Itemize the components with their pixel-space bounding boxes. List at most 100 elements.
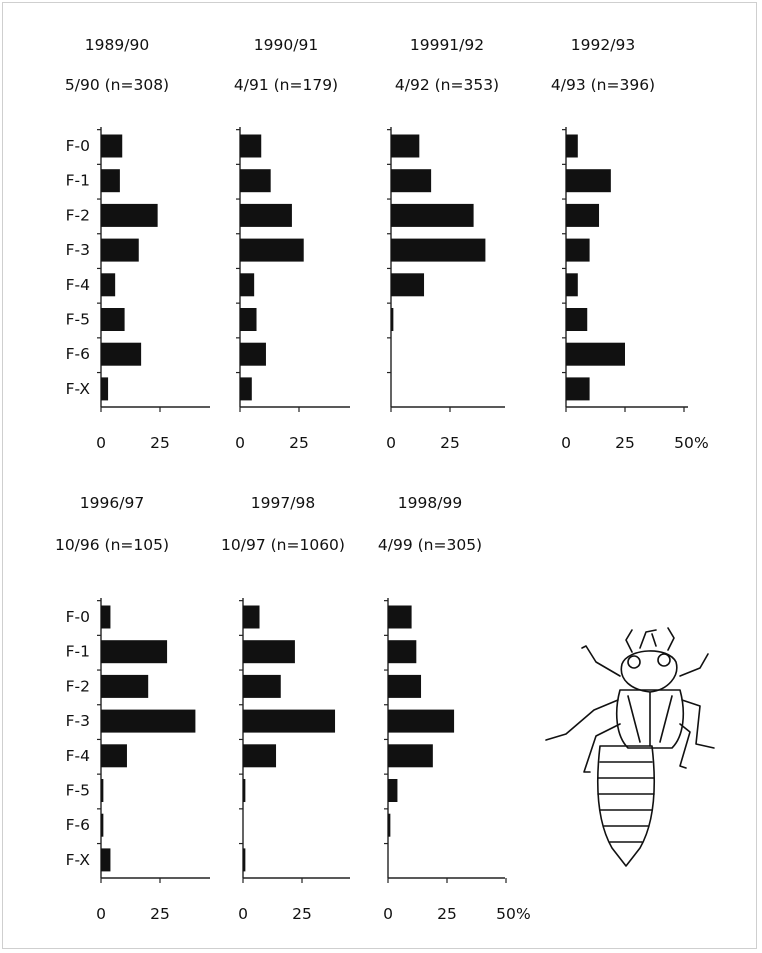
bar xyxy=(388,813,391,837)
panel-subtitle: 5/90 (n=308) xyxy=(65,76,169,94)
x-unit-label: % xyxy=(516,905,531,923)
bar xyxy=(101,848,111,872)
category-label: F-5 xyxy=(66,782,90,800)
bar xyxy=(101,308,125,331)
bar xyxy=(243,848,246,872)
bar xyxy=(566,273,578,297)
bar xyxy=(391,203,474,227)
bar xyxy=(388,744,433,768)
bar xyxy=(566,308,588,331)
category-label: F-3 xyxy=(66,241,90,259)
bar xyxy=(240,308,257,331)
x-tick-label: 0 xyxy=(561,434,571,452)
bar xyxy=(566,203,600,227)
panel-subtitle: 4/92 (n=353) xyxy=(395,76,499,94)
panel-title: 1996/97 xyxy=(80,494,144,512)
bar xyxy=(388,640,417,664)
panel-subtitle: 4/99 (n=305) xyxy=(378,536,482,554)
category-label: F-6 xyxy=(66,345,90,363)
x-tick-label: 25 xyxy=(440,434,460,452)
x-tick-label: 25 xyxy=(292,905,312,923)
panel-subtitle: 4/91 (n=179) xyxy=(234,76,338,94)
panel-title: 1997/98 xyxy=(251,494,315,512)
bar xyxy=(101,779,104,802)
bar xyxy=(101,134,123,158)
x-tick-label: 50 xyxy=(496,905,516,923)
bar xyxy=(391,273,425,297)
panel-title: 1989/90 xyxy=(85,36,149,54)
panel-title: 19991/92 xyxy=(410,36,484,54)
bar xyxy=(101,674,149,698)
category-label: F-X xyxy=(66,380,91,398)
x-unit-label: % xyxy=(694,434,709,452)
category-label: F-2 xyxy=(66,677,90,695)
bar xyxy=(391,169,432,193)
bar xyxy=(391,308,394,331)
category-label: F-3 xyxy=(66,712,90,730)
category-label: F-6 xyxy=(66,816,90,834)
category-label: F-5 xyxy=(66,311,90,329)
bar xyxy=(101,377,109,401)
bar xyxy=(101,709,196,733)
bar xyxy=(101,744,127,768)
bar xyxy=(101,238,139,262)
bar xyxy=(240,134,262,158)
bar xyxy=(566,342,625,366)
x-tick-label: 25 xyxy=(289,434,309,452)
category-label: F-1 xyxy=(66,172,90,190)
category-label: F-4 xyxy=(66,276,90,294)
x-tick-label: 25 xyxy=(615,434,635,452)
bar xyxy=(101,813,104,837)
bar xyxy=(240,377,252,401)
bar xyxy=(243,779,246,802)
bar xyxy=(388,674,422,698)
panel-title: 1998/99 xyxy=(398,494,462,512)
bar xyxy=(391,134,420,158)
x-tick-label: 0 xyxy=(238,905,248,923)
x-tick-label: 25 xyxy=(150,905,170,923)
bar xyxy=(240,342,266,366)
bar xyxy=(101,273,116,297)
bar xyxy=(391,238,486,262)
x-tick-label: 0 xyxy=(96,434,106,452)
bar xyxy=(101,342,142,366)
bar xyxy=(388,709,455,733)
category-label: F-4 xyxy=(66,747,90,765)
bar xyxy=(566,134,578,158)
bar xyxy=(101,203,158,227)
x-tick-label: 0 xyxy=(386,434,396,452)
category-label: F-X xyxy=(66,851,91,869)
dragonfly-larva-icon xyxy=(545,627,715,867)
bar xyxy=(101,640,168,664)
x-tick-label: 25 xyxy=(150,434,170,452)
bar xyxy=(243,709,336,733)
x-tick-label: 0 xyxy=(383,905,393,923)
bar xyxy=(243,674,281,698)
x-tick-label: 0 xyxy=(96,905,106,923)
x-tick-label: 25 xyxy=(437,905,457,923)
category-label: F-2 xyxy=(66,206,90,224)
bar xyxy=(566,169,611,193)
bar xyxy=(243,744,277,768)
bar xyxy=(101,605,111,629)
panel-subtitle: 10/97 (n=1060) xyxy=(221,536,345,554)
bar xyxy=(566,238,590,262)
category-label: F-0 xyxy=(66,608,90,626)
x-tick-label: 50 xyxy=(674,434,694,452)
bar xyxy=(566,377,590,401)
bar xyxy=(101,169,120,193)
panel-title: 1992/93 xyxy=(571,36,635,54)
bar xyxy=(388,779,398,802)
bar xyxy=(388,605,412,629)
panel-title: 1990/91 xyxy=(254,36,318,54)
panel-subtitle: 10/96 (n=105) xyxy=(55,536,169,554)
x-tick-label: 0 xyxy=(235,434,245,452)
bar xyxy=(240,238,304,262)
bar xyxy=(240,273,255,297)
category-label: F-0 xyxy=(66,137,90,155)
panel-subtitle: 4/93 (n=396) xyxy=(551,76,655,94)
bar xyxy=(240,169,271,193)
bar xyxy=(243,605,260,629)
bar xyxy=(240,203,292,227)
